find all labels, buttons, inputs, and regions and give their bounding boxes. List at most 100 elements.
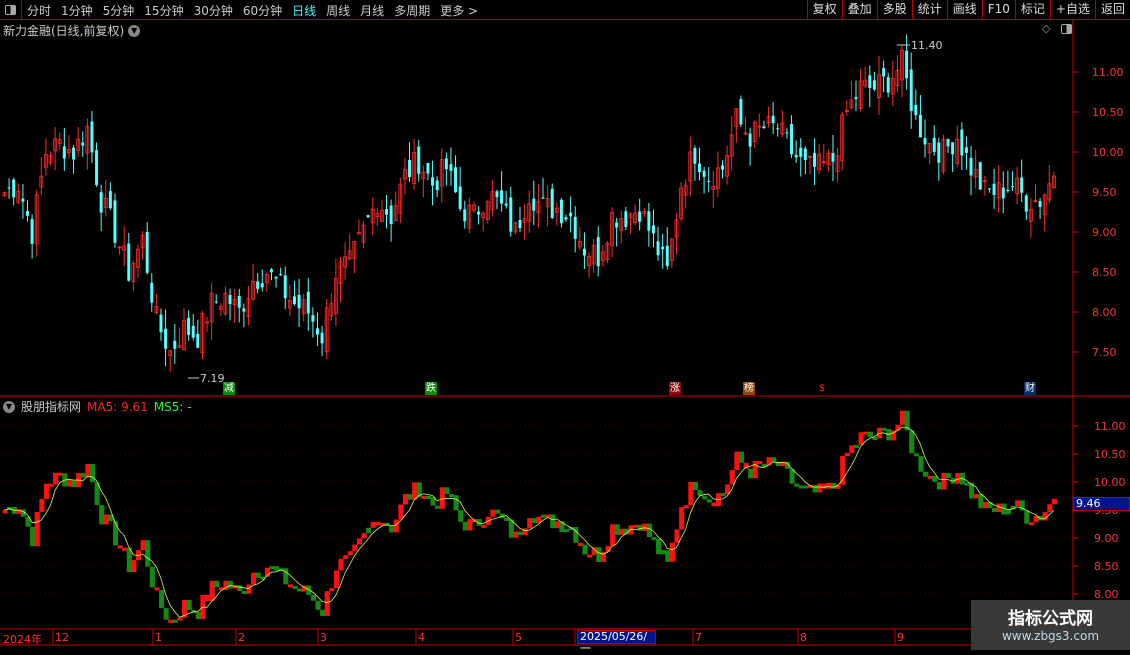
toolbar-button[interactable]: +自选 bbox=[1049, 0, 1095, 20]
indicator-bar bbox=[596, 547, 602, 562]
indicator-bar bbox=[923, 471, 929, 477]
indicator-bar bbox=[729, 470, 735, 485]
indicator-bar bbox=[94, 482, 100, 506]
candle-body bbox=[315, 328, 319, 335]
high-price-label: 11.40 bbox=[911, 39, 943, 52]
candle-body bbox=[679, 187, 683, 219]
indicator-bar bbox=[416, 482, 422, 498]
candle-body bbox=[140, 234, 145, 249]
indicator-bar bbox=[343, 555, 349, 559]
tab-period[interactable]: 月线 bbox=[360, 3, 385, 18]
candle-body bbox=[863, 79, 868, 87]
indicator-bar bbox=[973, 494, 979, 499]
indicator-bar bbox=[490, 509, 496, 517]
indicator-bar bbox=[126, 547, 132, 573]
indicator-bar bbox=[711, 502, 717, 507]
y-tick-label: 8.50 bbox=[1094, 560, 1119, 573]
tab-period[interactable]: 周线 bbox=[326, 3, 351, 18]
candle-body bbox=[108, 191, 112, 209]
candle-body bbox=[790, 123, 794, 155]
candle-body bbox=[173, 340, 177, 349]
candle-body bbox=[67, 148, 71, 154]
chart-title[interactable]: 新力金融(日线,前复权) ▼ bbox=[3, 22, 141, 39]
diamond-icon[interactable]: ◇ bbox=[1042, 22, 1051, 35]
candle-body bbox=[495, 191, 499, 198]
indicator-bar bbox=[375, 521, 381, 525]
tab-period[interactable]: 分时 bbox=[27, 3, 52, 18]
indicator-bar bbox=[545, 514, 551, 518]
tab-period[interactable]: 1分钟 bbox=[61, 3, 93, 18]
event-marker[interactable]: 财 bbox=[1024, 382, 1036, 395]
cursor-date: 2025/05/26/一 bbox=[577, 630, 656, 655]
event-marker[interactable]: 减 bbox=[223, 382, 235, 395]
indicator-bar bbox=[48, 483, 54, 487]
indicator-bar bbox=[826, 483, 832, 489]
tab-period[interactable]: 15分钟 bbox=[144, 3, 184, 18]
candle-body bbox=[697, 163, 701, 173]
indicator-bar bbox=[969, 482, 975, 499]
current-price-tag: 9.46 bbox=[1073, 497, 1130, 511]
toolbar-button[interactable]: 标记 bbox=[1014, 0, 1050, 20]
candle-body bbox=[757, 125, 762, 128]
indicator-bar bbox=[702, 496, 708, 500]
toolbar-button[interactable]: 复权 bbox=[806, 0, 842, 20]
tab-period[interactable]: 更多 > bbox=[440, 3, 479, 18]
toolbar-button[interactable]: 统计 bbox=[911, 0, 947, 20]
toolbar-button[interactable]: 多股 bbox=[876, 0, 912, 20]
candle-body bbox=[794, 154, 798, 158]
indicator-bar bbox=[112, 521, 119, 546]
indicator-bar bbox=[738, 451, 745, 463]
candle-body bbox=[587, 255, 591, 266]
candle-body bbox=[600, 251, 605, 262]
indicator-bar bbox=[863, 431, 869, 435]
candle-body bbox=[380, 209, 384, 222]
indicator-bar bbox=[674, 529, 680, 543]
indicator-bar bbox=[163, 608, 169, 620]
event-marker[interactable]: $ bbox=[816, 382, 828, 395]
indicator-bar bbox=[780, 461, 786, 467]
tab-period[interactable]: 日线 bbox=[292, 3, 317, 18]
indicator-bar bbox=[830, 483, 837, 489]
indicator-bar bbox=[605, 545, 611, 553]
indicator-bar bbox=[761, 463, 768, 467]
candle-body bbox=[2, 191, 7, 197]
candle-body bbox=[785, 132, 789, 134]
candle-body bbox=[969, 157, 973, 176]
indicator-name[interactable]: 股朋指标网 bbox=[21, 400, 82, 414]
candle-body bbox=[941, 138, 946, 172]
indicator-bar bbox=[122, 547, 128, 551]
chevron-down-icon[interactable]: ▼ bbox=[3, 400, 15, 413]
indicator-bar bbox=[315, 600, 321, 610]
indicator-bar bbox=[448, 494, 455, 498]
event-marker[interactable]: 涨 bbox=[669, 382, 681, 395]
event-marker[interactable]: 跌 bbox=[425, 382, 437, 395]
indicator-bar bbox=[1028, 522, 1034, 526]
indicator-bar bbox=[964, 482, 970, 486]
event-marker[interactable]: 榜 bbox=[743, 382, 755, 395]
tab-period[interactable]: 30分钟 bbox=[193, 3, 233, 18]
toolbar-button[interactable]: 叠加 bbox=[841, 0, 877, 20]
toolbar-button[interactable]: 返回 bbox=[1094, 0, 1130, 20]
candle-body bbox=[1006, 189, 1010, 192]
indicator-bar bbox=[453, 495, 459, 511]
panel-toggle-icon[interactable] bbox=[1061, 24, 1072, 34]
indicator-bar bbox=[462, 521, 468, 531]
toolbar-button[interactable]: F10 bbox=[981, 0, 1015, 20]
candle-body bbox=[509, 197, 513, 232]
tab-period[interactable]: 5分钟 bbox=[102, 3, 135, 18]
tab-period[interactable]: 多周期 bbox=[394, 3, 431, 18]
indicator-bar bbox=[941, 472, 947, 490]
candle-body bbox=[343, 256, 347, 268]
indicator-bar bbox=[803, 485, 809, 489]
indicator-bar bbox=[34, 511, 40, 547]
candle-body bbox=[642, 211, 647, 214]
indicator-bar bbox=[223, 580, 229, 590]
toolbar-button[interactable]: 画线 bbox=[946, 0, 982, 20]
candle-body bbox=[333, 278, 338, 314]
candle-body bbox=[352, 240, 357, 259]
chevron-down-icon[interactable]: ▼ bbox=[128, 24, 141, 37]
tab-period[interactable]: 60分钟 bbox=[242, 3, 283, 18]
indicator-bar bbox=[435, 505, 441, 509]
panel-toggle-icon[interactable] bbox=[0, 0, 22, 20]
